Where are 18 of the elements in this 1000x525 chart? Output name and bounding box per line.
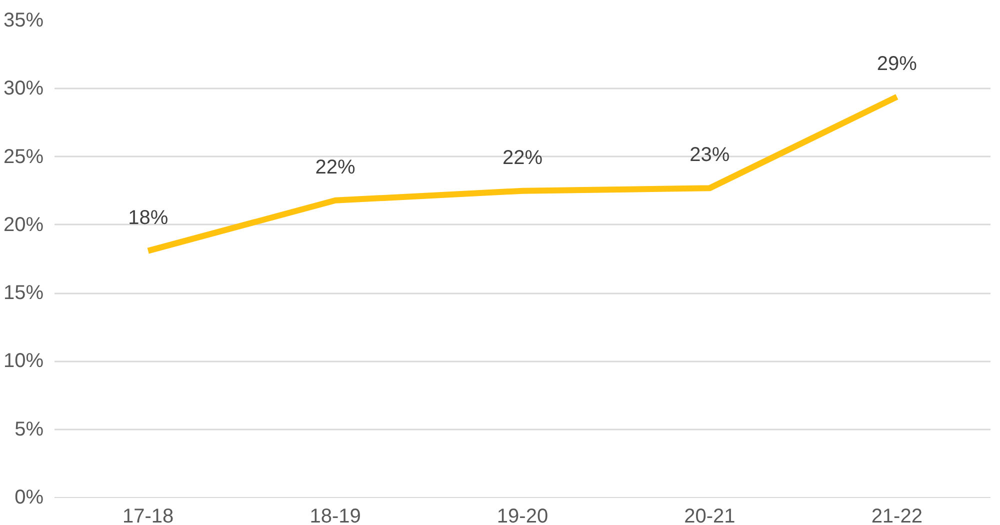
y-tick-label: 20% [3, 214, 44, 236]
x-tick-label: 21-22 [871, 506, 922, 525]
y-tick-label: 30% [3, 78, 44, 100]
x-tick-label: 17-18 [122, 506, 174, 525]
y-tick-label: 35% [3, 10, 44, 32]
data-label: 18% [128, 206, 168, 229]
data-label: 22% [315, 156, 356, 178]
data-label: 22% [502, 146, 543, 169]
y-tick-label: 0% [14, 486, 44, 508]
y-tick-label: 10% [3, 350, 44, 372]
x-tick-label: 18-19 [310, 506, 361, 525]
y-tick-label: 15% [3, 282, 44, 304]
y-tick-label: 5% [14, 418, 44, 440]
x-tick-label: 20-21 [684, 506, 736, 525]
data-label: 29% [876, 52, 918, 75]
y-tick-label: 25% [3, 146, 44, 168]
data-label: 23% [690, 144, 730, 166]
x-tick-label: 19-20 [496, 506, 548, 525]
